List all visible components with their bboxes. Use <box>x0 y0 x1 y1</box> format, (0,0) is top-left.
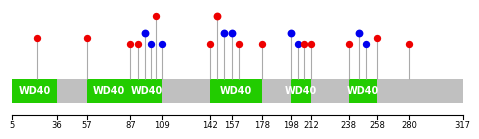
Point <box>355 32 363 34</box>
Text: WD40: WD40 <box>347 86 379 96</box>
Point <box>405 43 413 45</box>
Point <box>345 43 353 45</box>
Text: 5: 5 <box>10 121 15 130</box>
Text: 178: 178 <box>254 121 270 130</box>
Point <box>159 43 166 45</box>
Point <box>153 15 160 17</box>
Text: 157: 157 <box>224 121 240 130</box>
Text: 87: 87 <box>125 121 136 130</box>
Text: 317: 317 <box>455 121 471 130</box>
Point <box>307 43 315 45</box>
Point <box>235 43 242 45</box>
Point <box>134 43 141 45</box>
Bar <box>210 79 262 103</box>
Bar <box>87 79 130 103</box>
Text: 36: 36 <box>51 121 62 130</box>
Text: WD40: WD40 <box>92 86 125 96</box>
Point <box>258 43 266 45</box>
Bar <box>12 79 463 103</box>
Point <box>33 37 40 39</box>
Point <box>83 37 91 39</box>
Text: 198: 198 <box>283 121 299 130</box>
Point <box>126 43 134 45</box>
Text: 142: 142 <box>202 121 218 130</box>
Bar <box>349 79 377 103</box>
Point <box>147 43 155 45</box>
Bar <box>12 79 57 103</box>
Text: WD40: WD40 <box>220 86 252 96</box>
Text: WD40: WD40 <box>285 86 317 96</box>
Text: 109: 109 <box>154 121 170 130</box>
Point <box>206 43 214 45</box>
Point <box>374 37 381 39</box>
Bar <box>291 79 311 103</box>
Point <box>287 32 295 34</box>
Point <box>228 32 235 34</box>
Point <box>213 15 221 17</box>
Text: 57: 57 <box>82 121 92 130</box>
Text: 238: 238 <box>341 121 356 130</box>
Bar <box>130 79 162 103</box>
Point <box>294 43 302 45</box>
Text: WD40: WD40 <box>130 86 162 96</box>
Text: 258: 258 <box>369 121 386 130</box>
Text: 212: 212 <box>303 121 319 130</box>
Text: 280: 280 <box>401 121 417 130</box>
Point <box>362 43 370 45</box>
Text: WD40: WD40 <box>18 86 50 96</box>
Point <box>141 32 148 34</box>
Point <box>300 43 308 45</box>
Point <box>220 32 228 34</box>
